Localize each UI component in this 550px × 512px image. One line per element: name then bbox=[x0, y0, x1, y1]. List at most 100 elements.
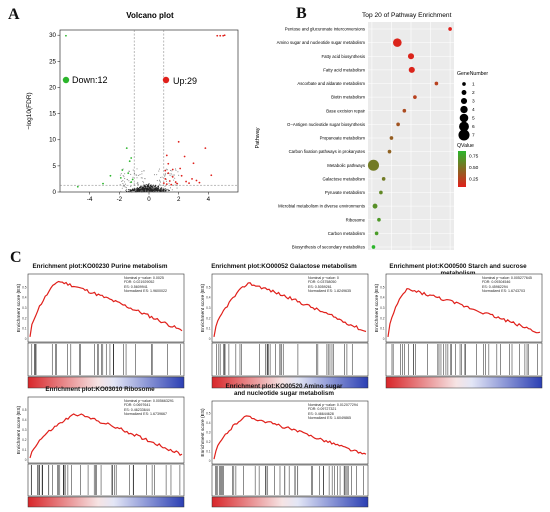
volcano-point-ns bbox=[169, 187, 172, 189]
volcano-point-ns bbox=[172, 184, 174, 186]
up-count-label: Up:29 bbox=[173, 76, 197, 86]
gsea-y-tick-label: 0.4 bbox=[22, 418, 27, 422]
gsea-title: Enrichment plot:KO00230 Purine metabolis… bbox=[14, 263, 186, 270]
down-marker bbox=[62, 76, 70, 84]
gene-number-legend-title: GeneNumber bbox=[457, 71, 488, 77]
pathway-point bbox=[371, 245, 376, 249]
volcano-point-ns bbox=[133, 172, 135, 174]
volcano-point-ns bbox=[126, 178, 128, 180]
volcano-point-ns bbox=[158, 183, 161, 185]
volcano-point-ns bbox=[152, 186, 154, 188]
gsea-stat-line: Nominal p−value: 0.005663291 bbox=[124, 399, 174, 403]
volcano-point-up bbox=[174, 181, 177, 183]
gene-number-legend-dot bbox=[459, 113, 469, 123]
volcano-point-up bbox=[162, 182, 165, 185]
pathway-label: Galactose metabolism bbox=[322, 176, 365, 181]
volcano-point-down bbox=[128, 160, 131, 163]
volcano-point-ns bbox=[139, 189, 141, 191]
gsea-stats: Nominal p−value: 0.0025 FDR: 0.021929052 E… bbox=[124, 276, 167, 294]
gsea-y-tick-label: 0 bbox=[383, 337, 385, 341]
volcano-point-ns bbox=[171, 189, 173, 191]
volcano-point-ns bbox=[164, 185, 166, 187]
volcano-point-ns bbox=[165, 189, 168, 191]
volcano-point-ns bbox=[161, 188, 163, 190]
pathway-point bbox=[402, 108, 407, 113]
volcano-point-ns bbox=[124, 186, 126, 188]
gsea-y-tick-label: 0.1 bbox=[206, 450, 211, 454]
volcano-point-ns bbox=[124, 178, 126, 180]
volcano-point-ns bbox=[144, 186, 146, 188]
pathway-point bbox=[393, 38, 402, 47]
volcano-point-ns bbox=[120, 173, 122, 175]
volcano-point-up bbox=[210, 174, 213, 177]
gene-number-legend-dot bbox=[461, 90, 467, 95]
volcano-point-ns bbox=[135, 189, 137, 191]
volcano-point-ns bbox=[153, 189, 155, 191]
volcano-point-ns bbox=[178, 174, 180, 176]
gsea-y-tick-label: 0.3 bbox=[22, 428, 27, 432]
gsea-y-tick-label: 0 bbox=[25, 337, 27, 341]
pathway-point bbox=[408, 66, 415, 73]
volcano-point-up bbox=[192, 162, 195, 165]
gsea-y-tick-label: 0 bbox=[25, 458, 27, 462]
volcano-point-ns bbox=[161, 176, 163, 178]
gsea-hits-frame bbox=[211, 464, 369, 497]
volcano-point-ns bbox=[145, 187, 147, 189]
gsea-y-tick-label: 0.5 bbox=[22, 285, 27, 289]
gsea-y-tick-label: 0.3 bbox=[206, 306, 211, 310]
gene-number-legend-label: 5 bbox=[472, 116, 475, 122]
volcano-point-ns bbox=[157, 188, 159, 190]
volcano-point-ns bbox=[141, 173, 143, 175]
gsea-y-tick-label: 0.4 bbox=[22, 296, 27, 300]
volcano-point-ns bbox=[165, 190, 167, 192]
volcano-point-ns bbox=[138, 190, 140, 192]
volcano-point-ns bbox=[151, 185, 153, 187]
gsea-es-curve bbox=[29, 413, 183, 459]
volcano-point-ns bbox=[136, 177, 138, 179]
volcano-point-up bbox=[222, 34, 225, 37]
volcano-point-ns bbox=[143, 186, 145, 188]
gsea-stats: Nominal p−value: 0 FDR: 0.03758050 ES: 0.5… bbox=[308, 276, 351, 294]
volcano-point-ns bbox=[119, 184, 121, 186]
gsea-es-frame bbox=[27, 396, 185, 464]
volcano-point-ns bbox=[156, 189, 158, 191]
volcano-point-ns bbox=[131, 188, 134, 190]
volcano-point-ns bbox=[150, 189, 152, 191]
volcano-point-down bbox=[119, 176, 122, 179]
volcano-point-down bbox=[65, 34, 67, 37]
volcano-point-ns bbox=[123, 185, 125, 187]
volcano-point-ns bbox=[171, 170, 173, 172]
gsea-y-tick-label: 0.1 bbox=[206, 327, 211, 331]
volcano-point-ns bbox=[162, 188, 164, 190]
volcano-point-ns bbox=[157, 189, 159, 191]
volcano-point-ns bbox=[147, 190, 149, 192]
qvalue-tick-label: 0.25 bbox=[469, 177, 479, 183]
volcano-point-ns bbox=[156, 179, 158, 182]
volcano-point-ns bbox=[122, 174, 124, 177]
volcano-point-ns bbox=[156, 185, 158, 187]
volcano-point-up bbox=[198, 181, 201, 184]
volcano-point-ns bbox=[137, 184, 139, 186]
gsea-es-curve bbox=[29, 280, 183, 337]
gsea-y-label: Enrichment score (ES) bbox=[200, 408, 206, 457]
volcano-point-ns bbox=[159, 187, 162, 189]
gsea-plot: Enrichment plot:KO00052 Galactose metabo… bbox=[198, 263, 370, 389]
volcano-point-ns bbox=[150, 190, 152, 192]
gsea-y-tick-label: 0.2 bbox=[206, 316, 211, 320]
gsea-es-curve bbox=[387, 287, 541, 337]
gsea-rank-bar bbox=[211, 496, 369, 508]
gsea-title-line: Enrichment plot:KO00052 Galactose metabo… bbox=[211, 263, 357, 270]
volcano-x-tick-label: -2 bbox=[117, 196, 123, 203]
volcano-point-ns bbox=[150, 184, 152, 186]
gsea-y-tick-label: 0.1 bbox=[380, 327, 385, 331]
volcano-point-ns bbox=[138, 187, 140, 189]
volcano-y-tick-label: 0 bbox=[53, 189, 57, 196]
gsea-y-tick-label: 0 bbox=[209, 337, 211, 341]
gsea-stat-line: ES: 0.46233644 bbox=[124, 407, 150, 412]
volcano-x-tick-label: 4 bbox=[207, 196, 211, 203]
gsea-rank-bar bbox=[385, 376, 543, 389]
gsea-y-label: Enrichment score (ES) bbox=[374, 283, 380, 332]
volcano-point-ns bbox=[124, 173, 126, 175]
volcano-point-ns bbox=[159, 179, 161, 181]
volcano-point-up bbox=[165, 183, 168, 186]
